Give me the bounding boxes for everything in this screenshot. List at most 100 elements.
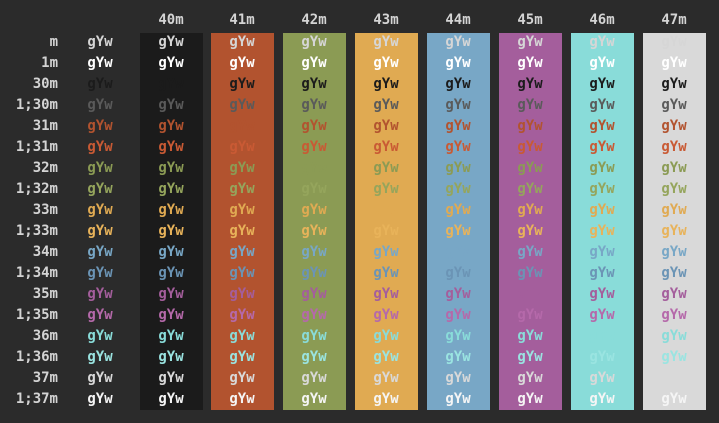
sample-cell-45m: gYw	[517, 160, 543, 176]
sample-cell-45m: gYw	[517, 307, 543, 323]
sample-cell-43m: gYw	[373, 223, 399, 239]
bg-column-42m	[282, 33, 346, 410]
sample-cell-default-bg: gYw	[87, 349, 113, 365]
sample-cell-46m: gYw	[589, 244, 615, 260]
sample-cell-default-bg: gYw	[87, 307, 113, 323]
sample-cell-46m: gYw	[589, 139, 615, 155]
sample-cell-41m: gYw	[229, 286, 255, 302]
sample-cell-46m: gYw	[589, 160, 615, 176]
sample-cell-45m: gYw	[517, 181, 543, 197]
sample-cell-41m: gYw	[229, 202, 255, 218]
sample-cell-default-bg: gYw	[87, 76, 113, 92]
sample-cell-42m: gYw	[301, 370, 327, 386]
sample-cell-47m: gYw	[661, 307, 687, 323]
sample-cell-40m: gYw	[158, 244, 184, 260]
sample-cell-46m: gYw	[589, 118, 615, 134]
sample-cell-42m: gYw	[301, 307, 327, 323]
sample-cell-40m: gYw	[158, 349, 184, 365]
sample-cell-47m: gYw	[661, 76, 687, 92]
sample-cell-40m: gYw	[158, 34, 184, 50]
row-label: 30m	[32, 76, 58, 92]
sample-cell-default-bg: gYw	[87, 160, 113, 176]
sample-cell-41m: gYw	[229, 244, 255, 260]
row-label: m	[49, 34, 58, 50]
row-label: 1m	[41, 55, 58, 71]
row-label: 33m	[32, 202, 58, 218]
sample-cell-43m: gYw	[373, 307, 399, 323]
sample-cell-44m: gYw	[445, 244, 471, 260]
row-label: 1;37m	[15, 391, 58, 407]
sample-cell-46m: gYw	[589, 34, 615, 50]
sample-cell-42m: gYw	[301, 76, 327, 92]
sample-cell-40m: gYw	[158, 160, 184, 176]
sample-cell-42m: gYw	[301, 286, 327, 302]
row-label: 36m	[32, 328, 58, 344]
sample-cell-default-bg: gYw	[87, 97, 113, 113]
sample-cell-default-bg: gYw	[87, 202, 113, 218]
sample-cell-44m: gYw	[445, 76, 471, 92]
row-label: 37m	[32, 370, 58, 386]
bg-column-40m	[139, 33, 203, 410]
sample-cell-45m: gYw	[517, 244, 543, 260]
sample-cell-40m: gYw	[158, 391, 184, 407]
sample-cell-47m: gYw	[661, 370, 687, 386]
sample-cell-45m: gYw	[517, 223, 543, 239]
sample-cell-44m: gYw	[445, 307, 471, 323]
sample-cell-41m: gYw	[229, 265, 255, 281]
sample-cell-42m: gYw	[301, 349, 327, 365]
bg-header-46m: 46m	[589, 12, 615, 28]
sample-cell-47m: gYw	[661, 118, 687, 134]
row-label: 1;34m	[15, 265, 58, 281]
bg-column-45m	[498, 33, 562, 410]
sample-cell-44m: gYw	[445, 391, 471, 407]
sample-cell-41m: gYw	[229, 139, 255, 155]
sample-cell-41m: gYw	[229, 34, 255, 50]
sample-cell-46m: gYw	[589, 391, 615, 407]
sample-cell-45m: gYw	[517, 265, 543, 281]
row-label: 1;32m	[15, 181, 58, 197]
sample-cell-47m: gYw	[661, 328, 687, 344]
row-label: 1;31m	[15, 139, 58, 155]
sample-cell-default-bg: gYw	[87, 244, 113, 260]
sample-cell-40m: gYw	[158, 370, 184, 386]
sample-cell-default-bg: gYw	[87, 223, 113, 239]
row-label: 34m	[32, 244, 58, 260]
sample-cell-43m: gYw	[373, 328, 399, 344]
sample-cell-default-bg: gYw	[87, 328, 113, 344]
sample-cell-44m: gYw	[445, 223, 471, 239]
sample-cell-default-bg: gYw	[87, 265, 113, 281]
sample-cell-44m: gYw	[445, 97, 471, 113]
sample-cell-42m: gYw	[301, 34, 327, 50]
sample-cell-47m: gYw	[661, 139, 687, 155]
sample-cell-41m: gYw	[229, 97, 255, 113]
sample-cell-45m: gYw	[517, 139, 543, 155]
sample-cell-default-bg: gYw	[87, 181, 113, 197]
sample-cell-47m: gYw	[661, 265, 687, 281]
sample-cell-43m: gYw	[373, 160, 399, 176]
sample-cell-42m: gYw	[301, 328, 327, 344]
sample-cell-47m: gYw	[661, 202, 687, 218]
sample-cell-43m: gYw	[373, 349, 399, 365]
sample-cell-41m: gYw	[229, 328, 255, 344]
bg-header-47m: 47m	[661, 12, 687, 28]
bg-column-47m	[642, 33, 706, 410]
sample-cell-44m: gYw	[445, 265, 471, 281]
sample-cell-45m: gYw	[517, 202, 543, 218]
sample-cell-43m: gYw	[373, 118, 399, 134]
sample-cell-default-bg: gYw	[87, 34, 113, 50]
bg-column-44m	[426, 33, 490, 410]
sample-cell-45m: gYw	[517, 34, 543, 50]
row-label: 31m	[32, 118, 58, 134]
sample-cell-41m: gYw	[229, 181, 255, 197]
bg-header-44m: 44m	[445, 12, 471, 28]
sample-cell-41m: gYw	[229, 55, 255, 71]
sample-cell-43m: gYw	[373, 34, 399, 50]
sample-cell-46m: gYw	[589, 265, 615, 281]
sample-cell-44m: gYw	[445, 34, 471, 50]
bg-column-43m	[354, 33, 418, 410]
sample-cell-41m: gYw	[229, 76, 255, 92]
sample-cell-41m: gYw	[229, 118, 255, 134]
row-label: 32m	[32, 160, 58, 176]
sample-cell-42m: gYw	[301, 118, 327, 134]
